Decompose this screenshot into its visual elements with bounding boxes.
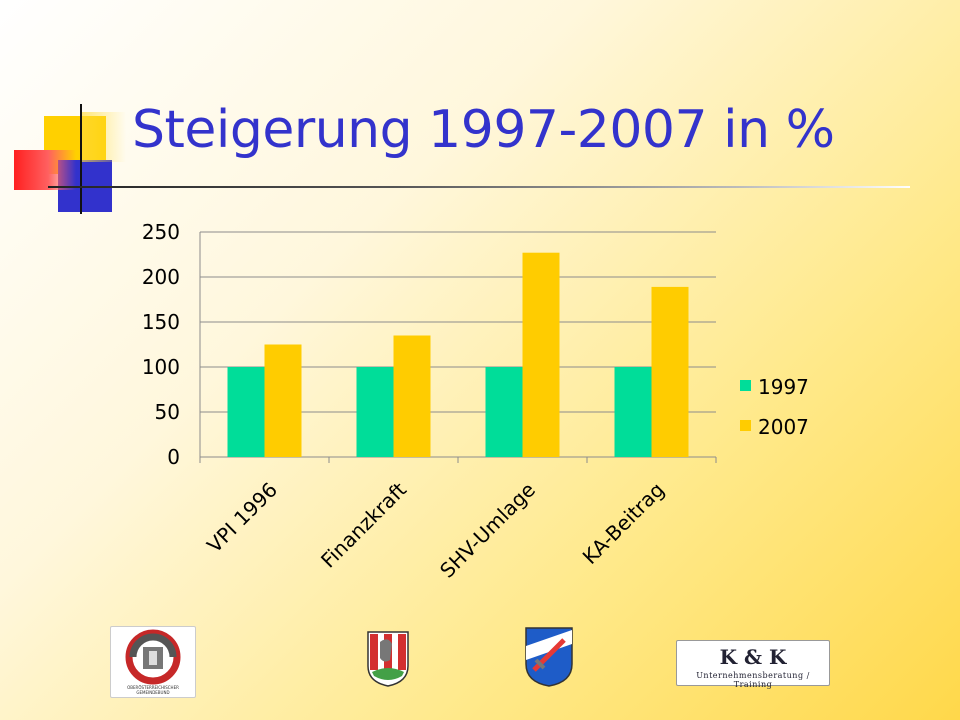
gemeindebund-logo-text: OBERÖSTERREICHISCHER GEMEINDEBUND [127, 685, 179, 695]
legend-swatch-2007 [740, 420, 751, 431]
category-label: KA-Beitrag [578, 478, 669, 569]
bar-1997-2 [485, 367, 523, 457]
category-label: VPI 1996 [202, 478, 282, 558]
legend-swatch-1997 [740, 380, 751, 391]
y-tick-label: 200 [142, 265, 180, 289]
bar-chart: 0 50 100 150 200 250 VPI 1996 Finanzkraft SHV-Um… [142, 220, 809, 583]
legend-label: 1997 [758, 375, 809, 399]
kk-logo-tagline: Unternehmensberatung / Training [696, 671, 810, 689]
decor-line-vertical [80, 104, 82, 214]
slide-title: Steigerung 1997-2007 in % [132, 100, 835, 160]
legend-label: 2007 [758, 415, 809, 439]
kk-consulting-logo-icon: K & K Unternehmensberatung / Training [676, 640, 830, 689]
bar-1997-1 [356, 367, 394, 457]
category-label: SHV-Umlage [435, 478, 540, 583]
coat-of-arms-sword-icon [524, 626, 574, 688]
title-underline [48, 186, 910, 188]
bar-2007-0 [264, 344, 302, 457]
y-tick-label: 0 [167, 445, 180, 469]
coat-of-arms-bird-icon [366, 630, 410, 688]
y-tick-label: 100 [142, 355, 180, 379]
y-tick-label: 50 [155, 400, 180, 424]
bar-2007-1 [393, 335, 431, 457]
gemeindebund-logo-icon: OBERÖSTERREICHISCHER GEMEINDEBUND [110, 626, 196, 698]
kk-logo-brand: K & K [719, 645, 787, 669]
coat-of-arms-sword-graphic [525, 627, 573, 687]
bar-1997-3 [614, 367, 652, 457]
y-tick-label: 250 [142, 220, 180, 244]
gemeindebund-logo-graphic [125, 629, 181, 685]
coat-of-arms-bird-graphic [367, 631, 409, 687]
y-tick-label: 150 [142, 310, 180, 334]
bar-2007-2 [522, 252, 560, 457]
category-label: Finanzkraft [316, 477, 411, 572]
bar-2007-3 [651, 286, 689, 457]
decor-square-fade [80, 112, 126, 162]
bar-1997-0 [227, 367, 265, 457]
decor-square-red [14, 150, 76, 190]
